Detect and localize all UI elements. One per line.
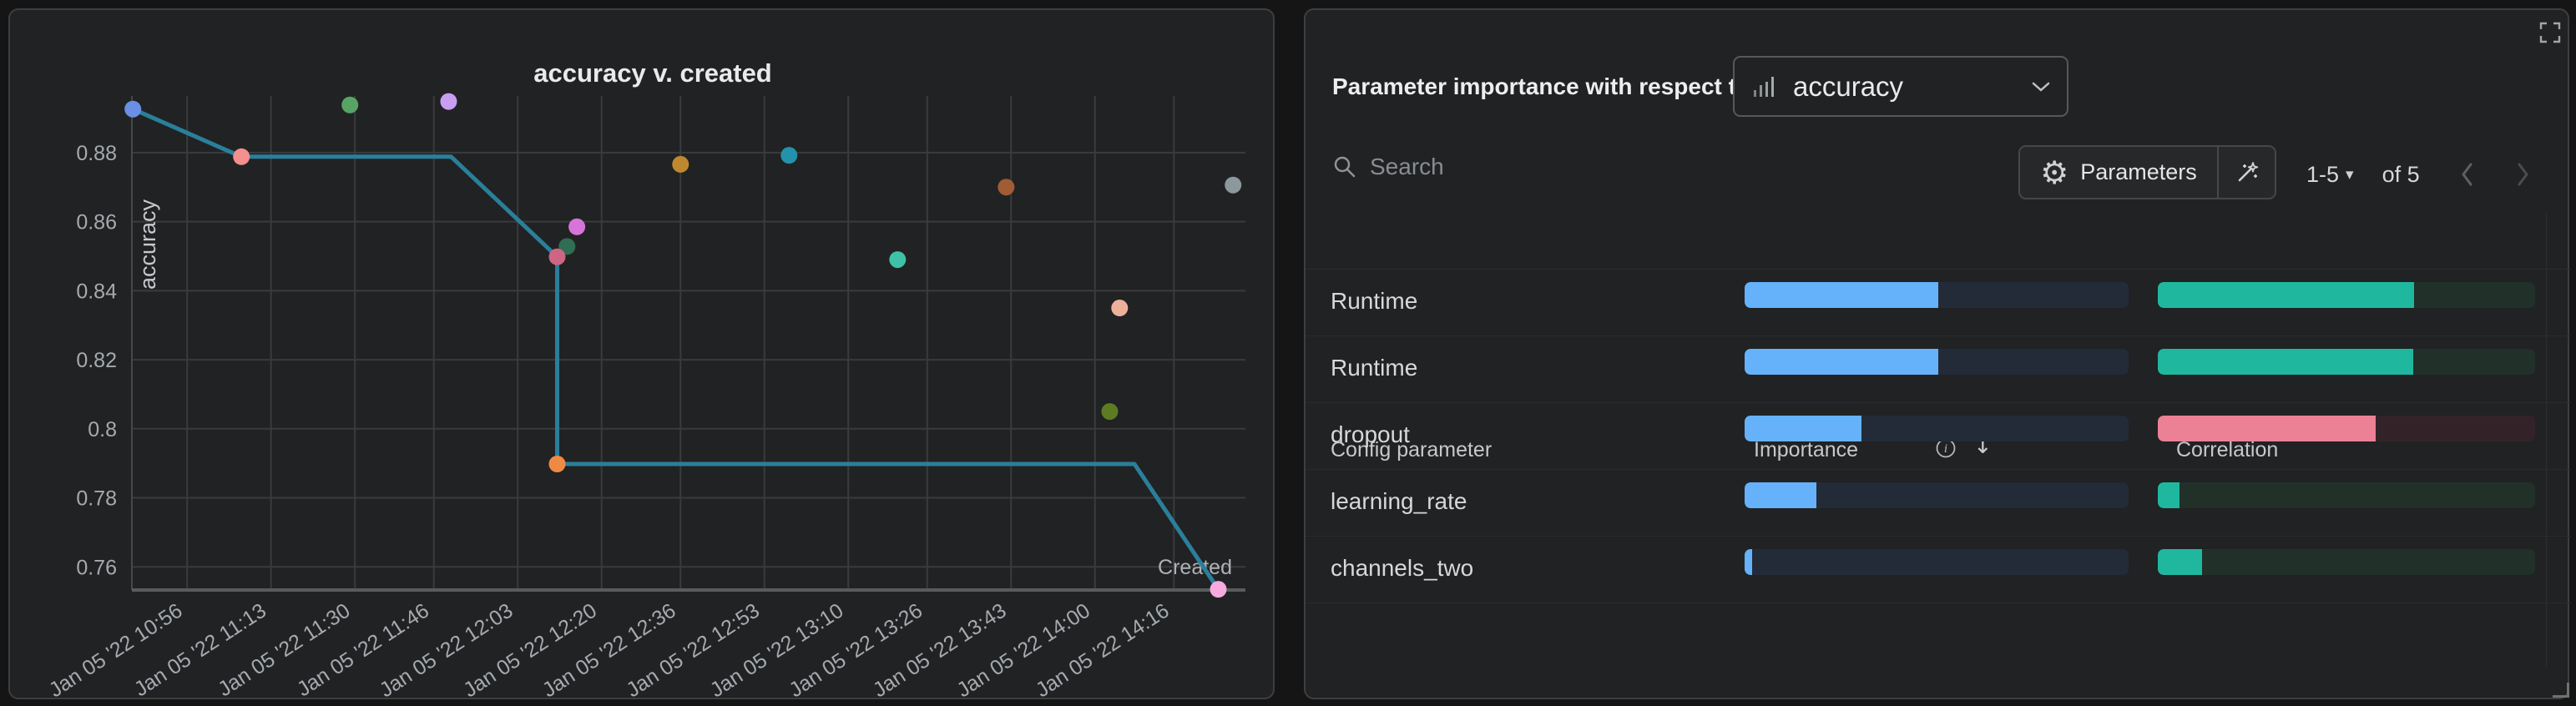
panel-title: Parameter importance with respect to <box>1332 73 1751 99</box>
correlation-bar <box>2158 549 2535 575</box>
run-scatter-point[interactable] <box>998 179 1015 196</box>
run-scatter-point[interactable] <box>341 96 359 113</box>
metric-select[interactable]: accuracy <box>1733 56 2068 117</box>
pagination-caret-icon[interactable]: ▾ <box>2346 165 2354 184</box>
importance-bar-fill <box>1745 282 1939 308</box>
column-correlation[interactable]: Correlation <box>2176 438 2279 461</box>
config-parameter-name: learning_rate <box>1331 488 1467 514</box>
column-importance[interactable]: Importance <box>1754 438 1859 461</box>
correlation-bar-fill <box>2158 282 2415 308</box>
importance-bar-fill <box>1745 349 1939 375</box>
importance-bar-fill <box>1745 416 1861 441</box>
parameters-button[interactable]: ⚙ Parameters <box>2020 147 2219 198</box>
run-scatter-point[interactable] <box>1225 176 1242 194</box>
correlation-bar <box>2158 282 2535 308</box>
correlation-bar <box>2158 349 2535 375</box>
table-header: Config parameter Importance i ↓ Correlat… <box>1306 213 2571 461</box>
search-input[interactable] <box>1368 153 1772 181</box>
run-scatter-point[interactable] <box>124 100 142 118</box>
correlation-bar <box>2158 416 2535 441</box>
run-scatter-point[interactable] <box>440 93 457 110</box>
run-scatter-point[interactable] <box>548 456 566 473</box>
y-tick-label: 0.84 <box>76 280 117 303</box>
column-config-parameter[interactable]: Config parameter <box>1331 438 1493 461</box>
correlation-bar-fill <box>2158 482 2180 508</box>
resize-handle-icon[interactable] <box>2553 683 2569 698</box>
table-row[interactable]: Runtime <box>1306 336 2571 403</box>
pagination: 1-5 ▾ of 5 <box>2306 159 2420 190</box>
run-scatter-point[interactable] <box>780 147 798 164</box>
search-icon <box>1334 156 1356 178</box>
parameter-importance-panel: Parameter importance with respect to acc… <box>1304 8 2571 699</box>
y-tick-label: 0.76 <box>76 556 117 579</box>
pagination-total: of 5 <box>2382 161 2420 187</box>
importance-bar <box>1745 282 2129 308</box>
run-line <box>130 107 1220 592</box>
y-axis-title: accuracy <box>135 199 160 290</box>
y-tick-label: 0.86 <box>76 211 117 234</box>
page-previous-button[interactable] <box>2459 162 2476 187</box>
config-parameter-name: Runtime <box>1331 288 1418 314</box>
metric-select-value: accuracy <box>1793 70 1904 102</box>
config-parameter-name: Runtime <box>1331 355 1418 381</box>
run-scatter-point[interactable] <box>672 155 689 173</box>
importance-bar <box>1745 416 2129 441</box>
x-tick-label: Jan 05 '22 14:16 <box>1032 599 1174 698</box>
gear-icon: ⚙ <box>2040 154 2069 191</box>
table-row[interactable]: Runtime <box>1306 270 2571 336</box>
importance-bar <box>1745 482 2129 508</box>
page-next-button[interactable] <box>2514 162 2531 187</box>
config-parameter-name: channels_two <box>1331 555 1474 581</box>
x-axis-title: Created <box>1158 556 1232 579</box>
run-scatter-point[interactable] <box>558 238 576 255</box>
correlation-bar-fill <box>2158 349 2413 375</box>
magic-wand-button[interactable] <box>2219 147 2275 198</box>
y-tick-label: 0.82 <box>76 349 117 372</box>
importance-bar-fill <box>1745 549 1752 575</box>
correlation-bar-fill <box>2158 549 2203 575</box>
run-scatter-point[interactable] <box>1111 300 1129 317</box>
search-box[interactable] <box>1333 144 1772 190</box>
y-tick-label: 0.8 <box>88 418 117 441</box>
run-scatter-point[interactable] <box>1210 581 1227 598</box>
run-scatter-point[interactable] <box>889 251 907 269</box>
y-tick-label: 0.88 <box>76 142 117 165</box>
correlation-bar-fill <box>2158 416 2376 441</box>
table-row[interactable]: dropout <box>1306 403 2571 470</box>
correlation-bar <box>2158 482 2535 508</box>
accuracy-chart-panel: 0.88 0.86 0.84 0.82 0.8 0.78 0.76 Jan 05 '22 10… <box>8 8 1275 699</box>
parameters-button-group: ⚙ Parameters <box>2018 145 2276 199</box>
run-scatter-point[interactable] <box>548 248 566 265</box>
magic-wand-icon <box>2238 161 2258 181</box>
importance-bar-fill <box>1745 482 1816 508</box>
run-scatter-point[interactable] <box>568 218 586 235</box>
chevron-down-icon <box>2032 82 2050 92</box>
run-scatter-point[interactable] <box>233 148 250 165</box>
table-row[interactable]: learning_rate <box>1306 470 2571 537</box>
svg-text:i: i <box>1944 442 1947 456</box>
importance-bar <box>1745 349 2129 375</box>
chart-title: accuracy v. created <box>533 58 772 88</box>
metric-bars-icon <box>1754 76 1774 97</box>
y-tick-label: 0.78 <box>76 487 117 511</box>
table-gutter-divider <box>2546 213 2547 668</box>
run-scatter-point[interactable] <box>1101 403 1119 421</box>
importance-bar <box>1745 549 2129 575</box>
config-parameter-name: dropout <box>1331 421 1410 447</box>
pagination-range[interactable]: 1-5 <box>2306 161 2340 187</box>
table-row[interactable]: channels_two <box>1306 537 2571 603</box>
fullscreen-expand-icon[interactable] <box>2538 21 2562 44</box>
